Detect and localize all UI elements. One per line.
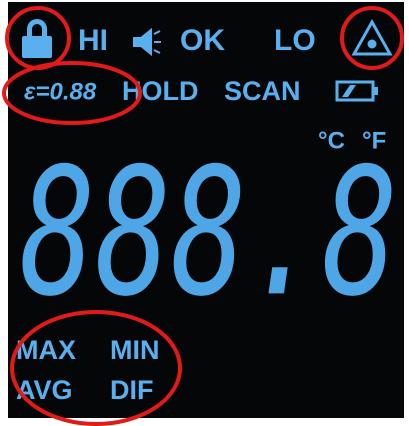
scan-label: SCAN [224,76,301,106]
emissivity-label: ε=0.88 [24,78,97,105]
lo-label: LO [274,24,316,57]
reading-digits: 888.8 [20,130,398,335]
lcd-photo: HI OK LO ε=0.88 HOLD SCAN °C °F 888.8 MA… [0,0,409,426]
min-label: MIN [110,335,160,365]
ok-label: OK [180,24,225,57]
hi-label: HI [78,24,108,57]
avg-label: AVG [16,375,73,405]
dif-label: DIF [110,375,154,405]
